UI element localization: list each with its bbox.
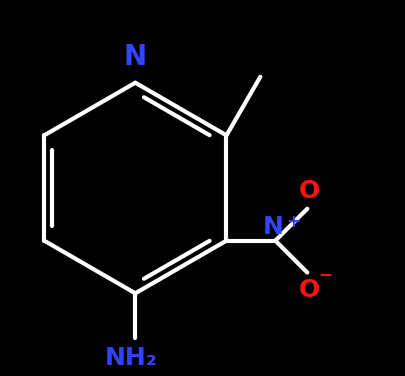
Text: N: N [124, 44, 147, 71]
Text: N: N [262, 215, 283, 239]
Text: O: O [298, 179, 319, 203]
Text: −: − [318, 265, 332, 284]
Text: NH₂: NH₂ [105, 346, 158, 370]
Text: O: O [298, 278, 319, 302]
Text: +: + [285, 213, 299, 231]
